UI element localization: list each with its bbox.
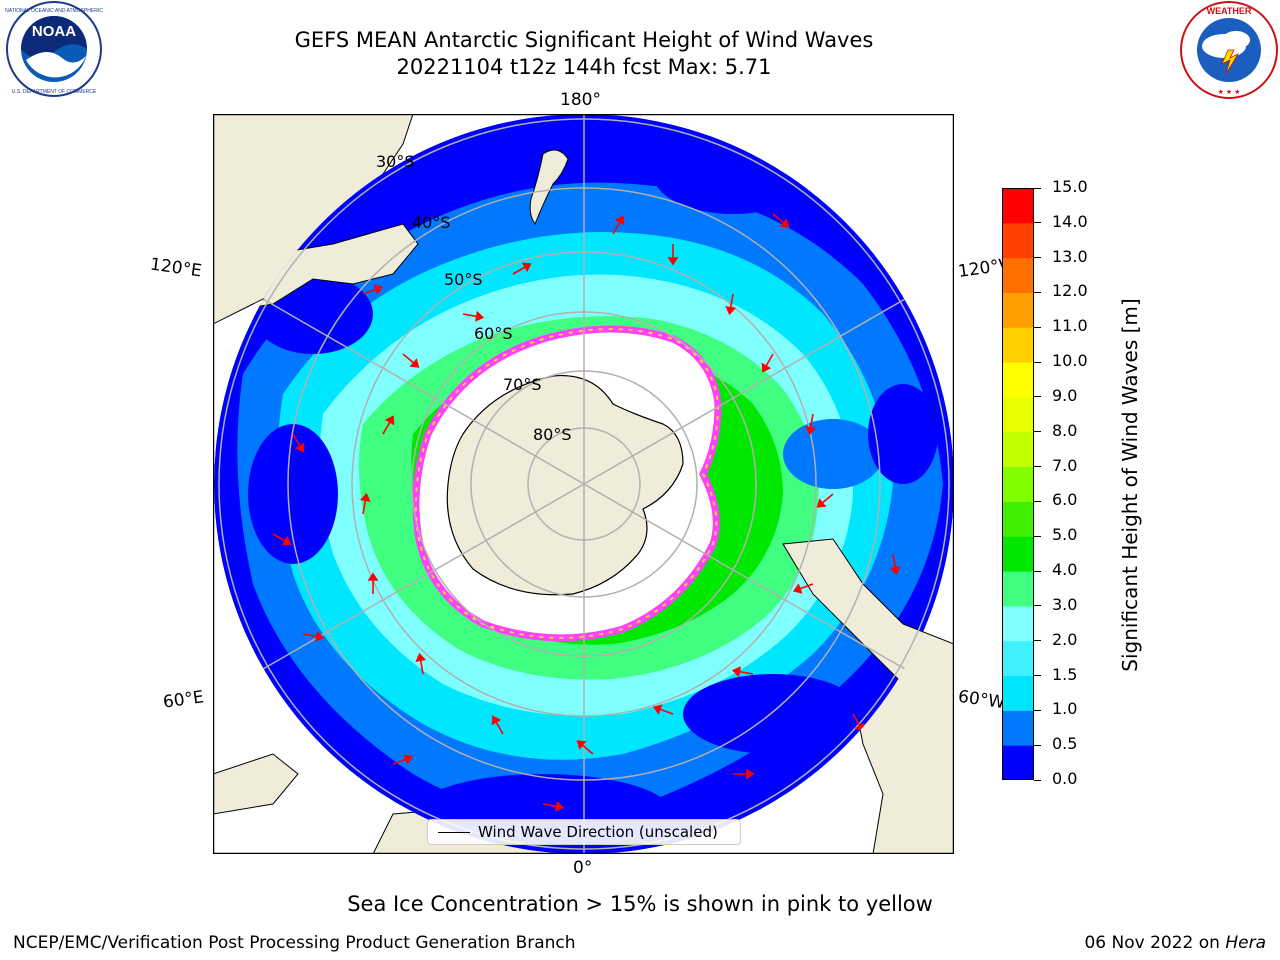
colorbar-segment bbox=[1002, 431, 1034, 468]
colorbar-segment bbox=[1002, 362, 1034, 398]
lon-label-180: 180° bbox=[560, 90, 601, 110]
colorbar-segment bbox=[1002, 327, 1034, 363]
colorbar-title: Significant Height of Wind Waves [m] bbox=[1118, 298, 1142, 672]
colorbar-segment bbox=[1002, 466, 1034, 502]
colorbar-tick-label: 12.0 bbox=[1052, 281, 1088, 301]
colorbar-tick-mark bbox=[1034, 361, 1041, 363]
colorbar-segment bbox=[1002, 292, 1034, 328]
colorbar-tick-mark bbox=[1034, 222, 1041, 224]
colorbar-tick-mark bbox=[1034, 570, 1041, 572]
colorbar-segment bbox=[1002, 257, 1034, 293]
colorbar-tick-label: 8.0 bbox=[1052, 420, 1078, 440]
svg-text:NATIONAL OCEANIC AND ATMOSPHER: NATIONAL OCEANIC AND ATMOSPHERIC bbox=[5, 8, 103, 14]
colorbar bbox=[1002, 188, 1034, 780]
lon-label-60w: 60°W bbox=[956, 686, 1007, 714]
colorbar-segment bbox=[1002, 222, 1034, 259]
lat-label-40s: 40°S bbox=[412, 213, 451, 232]
chart-title: GEFS MEAN Antarctic Significant Height o… bbox=[294, 28, 874, 52]
colorbar-tick-mark bbox=[1034, 396, 1041, 398]
colorbar-border bbox=[1002, 188, 1034, 780]
lon-label-60e: 60°E bbox=[161, 687, 206, 713]
legend-label: Wind Wave Direction (unscaled) bbox=[478, 823, 718, 841]
colorbar-segment bbox=[1002, 605, 1034, 642]
colorbar-tick-label: 7.0 bbox=[1052, 455, 1078, 475]
noaa-logo: NOAA NATIONAL OCEANIC AND ATMOSPHERIC U.… bbox=[5, 1, 103, 97]
colorbar-tick-mark bbox=[1034, 257, 1041, 259]
lon-label-120e: 120°E bbox=[148, 254, 203, 282]
colorbar-tick-mark bbox=[1034, 500, 1041, 502]
colorbar-tick-mark bbox=[1034, 779, 1041, 781]
colorbar-tick-label: 3.0 bbox=[1052, 594, 1078, 614]
lat-label-60s: 60°S bbox=[474, 324, 513, 343]
colorbar-tick-label: 0.5 bbox=[1052, 734, 1078, 754]
colorbar-segment bbox=[1002, 571, 1034, 607]
colorbar-tick-label: 5.0 bbox=[1052, 525, 1078, 545]
colorbar-segment bbox=[1002, 745, 1034, 780]
svg-text:WEATHER: WEATHER bbox=[1207, 6, 1252, 16]
colorbar-segment bbox=[1002, 396, 1034, 433]
footer-date: 06 Nov 2022 on Hera bbox=[1084, 933, 1266, 953]
colorbar-segment bbox=[1002, 640, 1034, 677]
colorbar-tick-mark bbox=[1034, 605, 1041, 607]
colorbar-segment bbox=[1002, 710, 1034, 746]
colorbar-tick-label: 0.0 bbox=[1052, 769, 1078, 788]
map-legend: Wind Wave Direction (unscaled) bbox=[427, 819, 741, 845]
colorbar-segment bbox=[1002, 188, 1034, 224]
colorbar-tick-mark bbox=[1034, 187, 1041, 189]
colorbar-tick-mark bbox=[1034, 744, 1041, 746]
colorbar-tick-label: 4.0 bbox=[1052, 560, 1078, 580]
colorbar-tick-label: 6.0 bbox=[1052, 490, 1078, 510]
colorbar-tick-mark bbox=[1034, 466, 1041, 468]
svg-text:NOAA: NOAA bbox=[32, 23, 76, 40]
colorbar-segment bbox=[1002, 501, 1034, 537]
colorbar-tick-label: 9.0 bbox=[1052, 385, 1078, 405]
lat-label-50s: 50°S bbox=[444, 270, 483, 289]
colorbar-tick-label: 14.0 bbox=[1052, 211, 1088, 231]
lat-label-30s: 30°S bbox=[376, 152, 415, 171]
colorbar-tick-label: 1.0 bbox=[1052, 699, 1078, 719]
lat-label-80s: 80°S bbox=[533, 425, 572, 444]
svg-text:★ ★ ★: ★ ★ ★ bbox=[1218, 88, 1241, 96]
colorbar-tick-label: 10.0 bbox=[1052, 351, 1088, 371]
colorbar-tick-mark bbox=[1034, 291, 1041, 293]
colorbar-tick-mark bbox=[1034, 326, 1041, 328]
chart-subtitle: 20221104 t12z 144h fcst Max: 5.71 bbox=[396, 55, 772, 79]
lon-label-0: 0° bbox=[573, 858, 593, 878]
colorbar-segment bbox=[1002, 675, 1034, 711]
colorbar-tick-mark bbox=[1034, 535, 1041, 537]
footer-credit: NCEP/EMC/Verification Post Processing Pr… bbox=[13, 933, 576, 953]
colorbar-tick-mark bbox=[1034, 675, 1041, 677]
nws-logo: WEATHER ★ ★ ★ bbox=[1180, 1, 1278, 99]
colorbar-tick-label: 11.0 bbox=[1052, 316, 1088, 336]
sea-ice-note: Sea Ice Concentration > 15% is shown in … bbox=[347, 892, 933, 916]
lat-label-70s: 70°S bbox=[503, 375, 542, 394]
colorbar-tick-label: 2.0 bbox=[1052, 629, 1078, 649]
colorbar-segment bbox=[1002, 536, 1034, 572]
svg-text:U.S. DEPARTMENT OF COMMERCE: U.S. DEPARTMENT OF COMMERCE bbox=[12, 89, 97, 95]
antarctic-wave-height-map bbox=[213, 114, 954, 854]
colorbar-tick-label: 1.5 bbox=[1052, 664, 1078, 684]
colorbar-tick-mark bbox=[1034, 709, 1041, 711]
colorbar-tick-mark bbox=[1034, 431, 1041, 433]
legend-line-swatch bbox=[438, 832, 470, 833]
colorbar-tick-label: 13.0 bbox=[1052, 246, 1088, 266]
colorbar-tick-mark bbox=[1034, 640, 1041, 642]
colorbar-tick-label: 15.0 bbox=[1052, 177, 1088, 196]
